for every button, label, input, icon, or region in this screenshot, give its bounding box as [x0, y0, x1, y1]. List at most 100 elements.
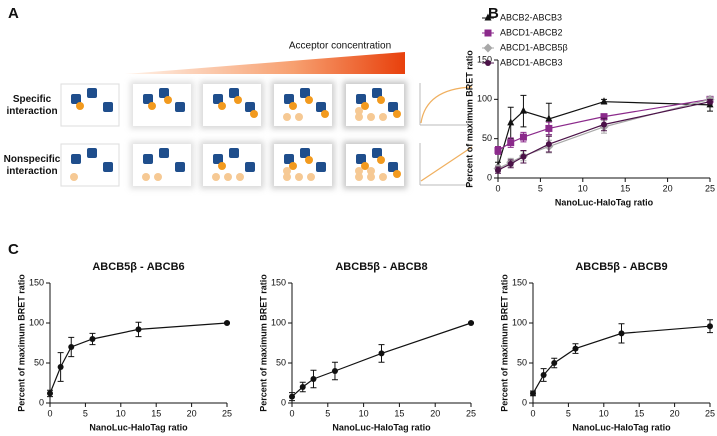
series-line [497, 101, 711, 167]
donor [356, 154, 366, 164]
legend-label: ABCD1-ABCB3 [500, 57, 563, 67]
free-acceptor [236, 173, 244, 181]
x-tick-label: 25 [705, 408, 715, 418]
x-tick-label: 5 [83, 408, 88, 418]
donor [143, 94, 153, 104]
x-tick-label: 20 [187, 408, 197, 418]
x-tick-label: 10 [599, 408, 609, 418]
y-axis-label: Percent of maximum BRET ratio [499, 274, 509, 412]
marker [519, 106, 527, 114]
y-axis-label: Percent of maximum BRET ratio [464, 50, 474, 188]
donor [300, 148, 310, 158]
series-line [49, 322, 228, 394]
donor [388, 102, 398, 112]
gradient-wedge [125, 52, 405, 74]
donor [103, 102, 113, 112]
y-tick-label: 50 [34, 357, 44, 367]
y-tick-label: 100 [477, 94, 492, 104]
y-tick-label: 150 [477, 54, 492, 64]
donor [175, 162, 185, 172]
marker [484, 13, 492, 21]
x-tick-label: 25 [705, 183, 715, 193]
y-tick-label: 0 [487, 172, 492, 182]
marker [545, 141, 552, 148]
chart-title: ABCB5β - ABCB8 [335, 261, 427, 273]
free-acceptor [307, 173, 315, 181]
donor [229, 148, 239, 158]
panel-label: B [488, 5, 499, 22]
x-axis-label: NanoLuc-HaloTag ratio [572, 422, 671, 432]
x-axis-label: NanoLuc-HaloTag ratio [332, 422, 431, 432]
free-acceptor [295, 113, 303, 121]
mini-curve [420, 146, 473, 182]
x-tick-label: 10 [359, 408, 369, 418]
donor [159, 88, 169, 98]
free-acceptor [355, 113, 363, 121]
donor [87, 88, 97, 98]
marker [331, 368, 338, 374]
x-tick-label: 20 [663, 183, 673, 193]
donor [316, 102, 326, 112]
donor [229, 88, 239, 98]
marker [707, 323, 713, 330]
marker [299, 384, 306, 390]
donor [213, 154, 223, 164]
chart-title: ABCB5β - ABCB9 [575, 261, 667, 273]
marker [600, 113, 608, 121]
marker [618, 330, 625, 337]
marker [530, 390, 536, 397]
acceptor [218, 162, 226, 170]
marker [540, 372, 547, 378]
y-axis-label: Percent of maximum BRET ratio [258, 274, 268, 412]
acceptor [361, 102, 369, 110]
y-tick-label: 0 [281, 397, 286, 407]
donor [213, 94, 223, 104]
marker [89, 336, 96, 342]
x-tick-label: 15 [620, 183, 630, 193]
donor [300, 88, 310, 98]
free-acceptor [379, 173, 387, 181]
donor [316, 162, 326, 172]
donor [245, 162, 255, 172]
acceptor [361, 162, 369, 170]
donor [175, 102, 185, 112]
acceptor [393, 110, 401, 118]
y-tick-label: 150 [512, 277, 527, 287]
x-tick-label: 20 [430, 408, 440, 418]
acceptor [377, 96, 385, 104]
marker [507, 139, 515, 147]
x-axis-label: NanoLuc-HaloTag ratio [555, 197, 654, 207]
free-acceptor [70, 173, 78, 181]
donor [87, 148, 97, 158]
y-tick-label: 100 [271, 317, 286, 327]
x-tick-label: 10 [578, 183, 588, 193]
y-tick-label: 0 [39, 397, 44, 407]
marker [484, 29, 492, 37]
y-tick-label: 100 [29, 317, 44, 327]
series-line [497, 98, 711, 170]
mini-curve [420, 86, 473, 124]
marker [507, 160, 514, 167]
donor [71, 94, 81, 104]
x-tick-label: 15 [151, 408, 161, 418]
x-tick-label: 0 [289, 408, 294, 418]
donor [159, 148, 169, 158]
free-acceptor [367, 173, 375, 181]
acceptor [218, 102, 226, 110]
marker [600, 97, 608, 105]
marker [289, 393, 295, 400]
y-axis-label: Percent of maximum BRET ratio [16, 274, 26, 412]
marker [68, 344, 75, 350]
free-acceptor [295, 173, 303, 181]
x-tick-label: 15 [394, 408, 404, 418]
marker [572, 345, 579, 352]
free-acceptor [224, 173, 232, 181]
y-tick-label: 100 [512, 317, 527, 327]
free-acceptor [367, 167, 375, 175]
free-acceptor [355, 167, 363, 175]
row-label: Specific interaction [6, 94, 57, 117]
donor [245, 102, 255, 112]
free-acceptor [142, 173, 150, 181]
x-tick-label: 0 [530, 408, 535, 418]
y-tick-label: 50 [276, 357, 286, 367]
